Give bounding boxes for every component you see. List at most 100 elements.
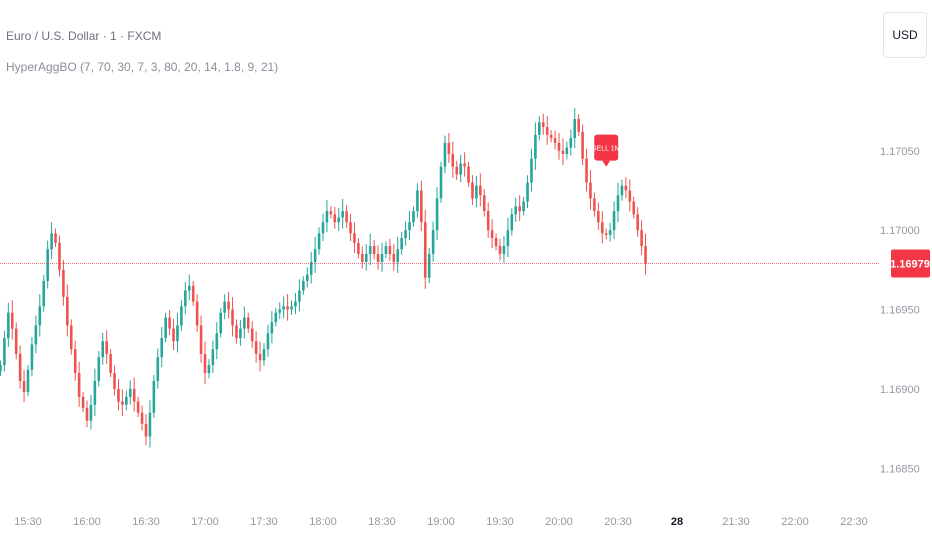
candle	[372, 240, 376, 260]
candle	[455, 160, 459, 181]
indicator-label[interactable]: HyperAggBO (7, 70, 30, 7, 3, 80, 20, 14,…	[6, 60, 279, 74]
candle	[549, 130, 553, 143]
candle	[144, 413, 148, 446]
candle	[498, 238, 502, 261]
candle	[506, 217, 510, 258]
candle	[18, 345, 22, 389]
candle	[128, 380, 132, 405]
candle	[600, 211, 604, 244]
x-tick-label: 20:00	[545, 516, 573, 528]
candle	[199, 315, 203, 363]
time-axis[interactable]: 15:30 16:00 16:30 17:00 17:30 18:00 18:30 19:00…	[14, 516, 868, 528]
candle	[278, 302, 282, 320]
candle	[518, 195, 521, 222]
candle	[313, 236, 317, 274]
candle	[482, 189, 486, 217]
candle	[101, 332, 105, 365]
candle	[305, 267, 309, 288]
candle	[239, 320, 242, 346]
candle	[73, 340, 77, 381]
candle	[589, 170, 592, 210]
candle	[50, 222, 53, 260]
x-tick-label: 28	[671, 516, 683, 528]
candle	[353, 222, 356, 253]
y-tick-label: 1.17050	[880, 146, 920, 158]
candle	[510, 208, 514, 236]
candle	[136, 396, 140, 417]
candle	[3, 330, 6, 372]
candle	[408, 211, 411, 241]
candle	[384, 241, 388, 259]
candle	[81, 392, 85, 413]
current-price-label: 1.16979	[890, 258, 930, 270]
candle	[187, 274, 191, 301]
candle	[530, 148, 533, 192]
candle	[113, 365, 116, 396]
candle	[152, 374, 156, 419]
candle	[97, 351, 101, 387]
annotation-layer: SELL 1M	[0, 134, 880, 264]
candle	[420, 180, 423, 232]
candle	[577, 114, 580, 137]
candle	[400, 232, 403, 255]
candle	[207, 359, 211, 379]
candle	[486, 202, 490, 238]
candle	[270, 311, 274, 344]
candle	[447, 133, 451, 163]
candle	[435, 187, 439, 241]
candle	[66, 284, 69, 337]
candle	[459, 154, 462, 183]
x-tick-label: 17:30	[250, 516, 278, 528]
candle	[258, 341, 262, 372]
candle	[416, 183, 419, 218]
candle	[191, 280, 195, 306]
candle	[211, 340, 215, 373]
candle	[431, 221, 435, 262]
candle	[624, 177, 628, 199]
x-tick-label: 16:30	[132, 516, 160, 528]
candle	[368, 233, 372, 266]
candle	[388, 238, 392, 261]
candle	[321, 213, 325, 242]
candle	[585, 148, 588, 192]
candle	[597, 202, 600, 230]
x-tick-label: 22:00	[781, 516, 809, 528]
candle	[7, 302, 10, 347]
candle	[160, 326, 164, 368]
candle	[117, 379, 120, 411]
candle	[243, 306, 246, 339]
candle	[274, 307, 278, 327]
candle	[14, 322, 18, 360]
candle	[620, 179, 624, 201]
candle	[282, 296, 285, 319]
candle	[561, 138, 565, 166]
sell-marker[interactable]: SELL 1M	[592, 134, 621, 167]
candle	[132, 377, 136, 412]
candle	[58, 235, 61, 277]
candle	[345, 205, 348, 228]
candle	[223, 294, 226, 320]
price-axis[interactable]: 1.16850 1.16900 1.16950 1.17000 1.17050 1.169…	[880, 146, 930, 475]
candle	[573, 107, 577, 149]
candle	[451, 141, 455, 178]
candle	[593, 192, 596, 217]
candle	[69, 319, 73, 355]
candle	[105, 330, 108, 364]
candle	[357, 238, 360, 259]
candle	[184, 281, 187, 315]
candle	[494, 233, 498, 251]
currency-button[interactable]: USD	[883, 12, 927, 58]
candle	[10, 300, 14, 340]
symbol-title[interactable]: Euro / U.S. Dollar · 1 · FXCM	[6, 29, 162, 43]
candle	[522, 196, 525, 216]
candle	[565, 141, 569, 160]
candle	[227, 291, 230, 319]
candle	[640, 220, 643, 255]
candle	[404, 221, 407, 246]
candle	[502, 236, 506, 263]
candle	[125, 390, 128, 411]
candle	[439, 161, 443, 203]
candle	[608, 222, 612, 242]
candle	[604, 228, 608, 240]
